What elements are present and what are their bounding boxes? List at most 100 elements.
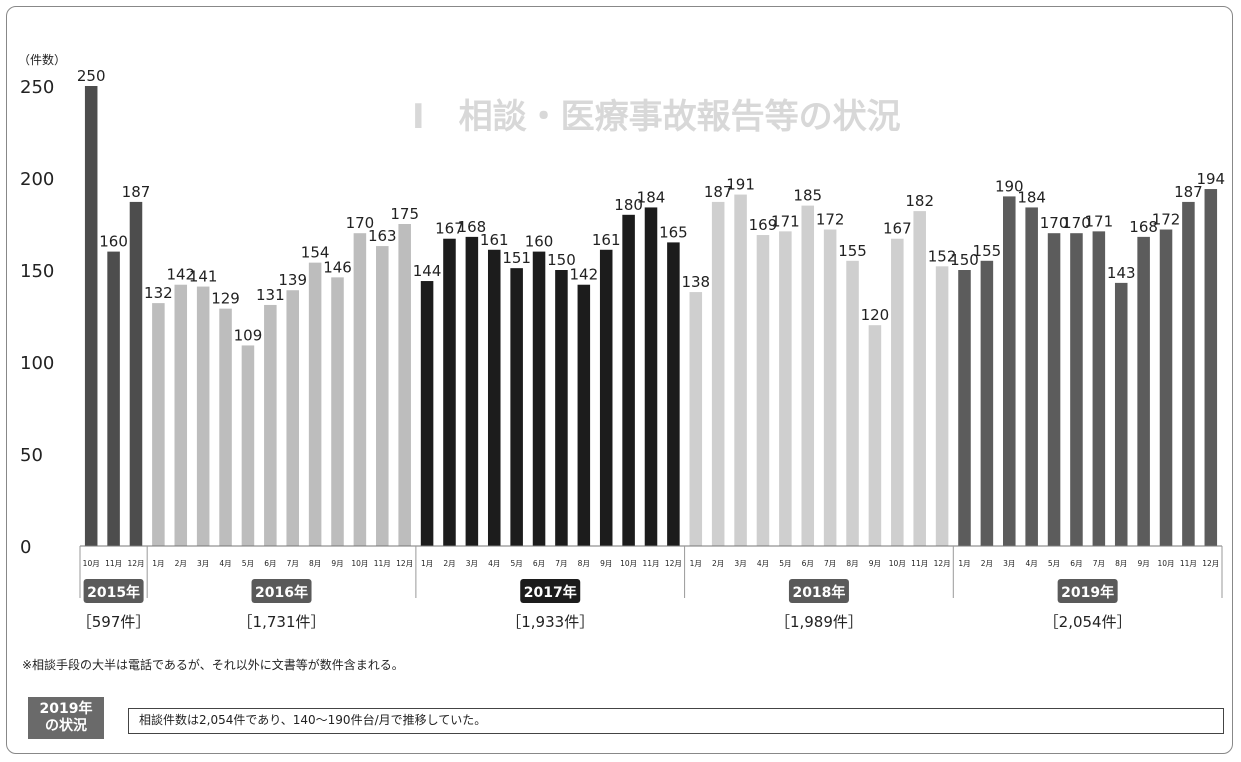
bar — [644, 207, 658, 546]
bar — [241, 345, 255, 546]
data-label: 171 — [1085, 212, 1114, 230]
bar — [1204, 189, 1218, 547]
data-label: 184 — [1017, 188, 1046, 206]
year-badge — [520, 579, 581, 603]
month-tick-label: 5月 — [779, 559, 791, 568]
data-label: 161 — [592, 231, 621, 249]
data-label: 152 — [928, 247, 957, 265]
data-label: 184 — [637, 188, 666, 206]
y-tick-label: 200 — [20, 169, 54, 190]
month-tick-label: 3月 — [466, 559, 478, 568]
y-axis: 0 50 100 150 200 250 — [20, 77, 54, 558]
bar — [376, 246, 389, 546]
data-label: 250 — [77, 67, 106, 85]
year-badge — [788, 579, 849, 603]
data-label: 167 — [435, 220, 464, 238]
bar — [1159, 229, 1173, 546]
month-tick-label: 3月 — [197, 559, 209, 568]
month-tick-label: 6月 — [1070, 559, 1082, 568]
year-total-label: ［1,731件］ — [238, 613, 326, 631]
bar — [1182, 201, 1195, 547]
bar — [353, 233, 367, 546]
data-label: 109 — [234, 326, 263, 344]
bar — [174, 284, 188, 546]
month-tick-label: 8月 — [846, 559, 858, 568]
data-label: 141 — [189, 268, 218, 286]
footnote: ※相談手段の大半は電話であるが、それ以外に文書等が数件含まれる。 — [22, 658, 404, 672]
bar — [152, 303, 165, 546]
bar — [935, 266, 949, 546]
month-tick-label: 3月 — [734, 559, 746, 568]
data-label: 175 — [390, 205, 419, 223]
data-label: 170 — [346, 214, 375, 232]
data-label: 131 — [256, 286, 285, 304]
month-tick-label: 10月 — [83, 559, 100, 568]
data-label: 154 — [301, 244, 330, 262]
bar — [980, 260, 994, 546]
bar — [1025, 207, 1038, 546]
month-tick-label: 11月 — [1180, 559, 1197, 568]
data-label: 155 — [838, 242, 867, 260]
bar — [308, 262, 322, 546]
data-label: 168 — [458, 218, 487, 236]
month-tick-label: 2月 — [175, 559, 187, 568]
data-label: 144 — [413, 262, 442, 280]
year-badge-label: 2015年 — [87, 584, 140, 601]
bar — [577, 284, 591, 546]
data-label: 163 — [368, 227, 397, 245]
month-tick-label: 5月 — [242, 559, 254, 568]
bar — [331, 277, 344, 546]
status-badge: 2019年 の状況 — [28, 697, 104, 739]
data-label: 190 — [995, 177, 1024, 195]
data-label: 167 — [883, 220, 912, 238]
data-label: 129 — [211, 290, 240, 308]
year-badge-label: 2019年 — [1061, 584, 1114, 601]
data-label: 146 — [323, 258, 352, 276]
month-tick-label: 9月 — [1137, 559, 1149, 568]
bar — [599, 249, 613, 546]
bar — [868, 325, 882, 546]
bar — [891, 238, 904, 546]
y-tick-label: 100 — [20, 353, 54, 374]
month-tick-label: 1月 — [690, 559, 702, 568]
month-tick-label: 4月 — [488, 559, 500, 568]
data-label: 132 — [144, 284, 173, 302]
month-tick-label: 8月 — [578, 559, 590, 568]
year-badge-label: 2018年 — [792, 584, 845, 601]
month-tick-label: 12月 — [934, 559, 951, 568]
year-total-label: ［1,989件］ — [775, 613, 863, 631]
data-label: 185 — [793, 187, 822, 205]
bar — [756, 235, 770, 547]
month-tick-label: 1月 — [958, 559, 970, 568]
bar — [1070, 233, 1083, 546]
status-summary: 相談件数は2,054件であり、140～190件台/月で推移していた。 — [128, 708, 1224, 734]
data-label: 180 — [614, 196, 643, 214]
data-label: 160 — [99, 233, 128, 251]
month-tick-label: 10月 — [889, 559, 906, 568]
month-tick-label: 8月 — [309, 559, 321, 568]
month-tick-label: 1月 — [152, 559, 164, 568]
data-label: 138 — [681, 273, 710, 291]
y-tick-label: 50 — [20, 445, 43, 466]
month-tick-label: 1月 — [421, 559, 433, 568]
data-label: 187 — [1174, 183, 1203, 201]
month-tick-label: 10月 — [1157, 559, 1174, 568]
data-label: 161 — [480, 231, 509, 249]
bar — [465, 236, 479, 546]
y-tick-label: 250 — [20, 77, 54, 98]
bar — [555, 270, 568, 546]
year-badge — [251, 579, 312, 603]
month-tick-label: 2月 — [981, 559, 993, 568]
data-label: 170 — [1040, 214, 1069, 232]
data-label: 165 — [659, 223, 688, 241]
bar — [779, 231, 792, 547]
status-badge-line2: の状況 — [45, 718, 87, 734]
year-total-label: ［2,054件］ — [1044, 613, 1132, 631]
bar — [711, 201, 725, 547]
data-label: 120 — [861, 306, 890, 324]
bar — [420, 281, 434, 546]
month-tick-label: 12月 — [665, 559, 682, 568]
data-label: 187 — [704, 183, 733, 201]
data-label: 170 — [1062, 214, 1091, 232]
